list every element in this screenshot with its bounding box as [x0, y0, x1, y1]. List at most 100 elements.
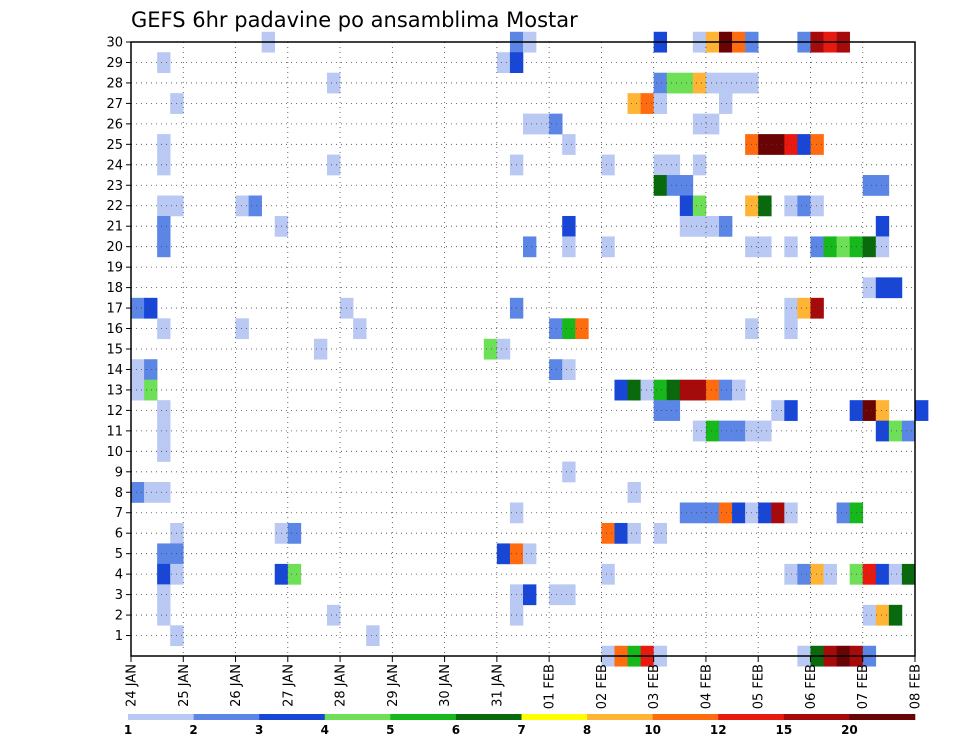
- precip-cell: [771, 502, 785, 524]
- colorbar-swatch: [587, 714, 653, 720]
- precip-cell: [810, 236, 824, 258]
- precip-cell: [732, 502, 746, 524]
- precip-cell: [692, 379, 707, 401]
- precip-cell: [719, 502, 733, 524]
- precip-cell: [692, 502, 707, 524]
- y-tick-label: 1: [115, 629, 123, 644]
- colorbar-swatch: [849, 714, 916, 720]
- precip-cell: [157, 420, 171, 442]
- precip-cell: [666, 400, 681, 421]
- colorbar-swatch: [455, 714, 522, 720]
- y-tick-label: 24: [106, 158, 123, 173]
- y-tick-label: 3: [115, 588, 123, 603]
- colorbar-label: 8: [583, 723, 591, 737]
- precip-cell: [549, 359, 563, 380]
- x-tick-label: 02 FEB: [595, 664, 610, 709]
- precip-cell: [653, 154, 668, 176]
- precip-cell: [836, 236, 850, 258]
- precip-cell: [810, 195, 824, 217]
- y-tick-label: 10: [106, 445, 123, 460]
- y-tick-label: 19: [106, 261, 123, 276]
- colorbar-label: 20: [841, 723, 858, 737]
- precip-cell: [888, 420, 903, 442]
- precip-cell: [862, 604, 877, 626]
- colorbar-label: 12: [710, 723, 727, 737]
- precip-cell: [888, 563, 903, 585]
- precip-cell: [353, 318, 367, 340]
- y-tick-label: 20: [106, 240, 123, 255]
- precip-cell: [601, 563, 615, 585]
- precip-cell: [692, 113, 707, 135]
- y-tick-label: 9: [115, 465, 123, 480]
- precip-cell: [523, 543, 537, 565]
- precip-cell: [640, 379, 654, 401]
- precip-cell: [705, 502, 720, 524]
- precip-cell: [810, 134, 824, 155]
- precip-cell: [692, 72, 707, 94]
- x-tick-label: 24 JAN: [125, 664, 140, 707]
- colorbar-label: 4: [321, 723, 329, 737]
- precip-cell: [523, 584, 537, 606]
- precip-cell: [157, 441, 171, 462]
- precip-cell: [627, 482, 641, 503]
- colorbar-legend: 1 2 3 4 5 6 7 8 10 12 15 20: [124, 714, 916, 737]
- precip-cell: [327, 604, 341, 626]
- precip-cell: [862, 563, 877, 585]
- precip-cell: [705, 215, 720, 237]
- x-tick-label: 07 FEB: [856, 664, 871, 709]
- precip-cell: [758, 236, 772, 258]
- precip-cell: [875, 400, 890, 421]
- precip-cell: [562, 461, 576, 483]
- precip-cell: [719, 72, 733, 94]
- precip-cell: [144, 359, 158, 380]
- precip-cell: [862, 277, 877, 299]
- precip-cell: [562, 215, 576, 237]
- precip-cell: [157, 134, 171, 155]
- y-tick-label: 16: [106, 322, 123, 337]
- precip-cell: [692, 195, 707, 217]
- precip-cell: [496, 52, 511, 73]
- precip-cell: [705, 72, 720, 94]
- precip-cell: [235, 195, 249, 217]
- precip-cell: [732, 379, 746, 401]
- precip-cell: [313, 338, 328, 360]
- precip-cell: [653, 522, 668, 544]
- precip-cell: [797, 195, 811, 217]
- precip-cell: [366, 625, 380, 647]
- chart-title: GEFS 6hr padavine po ansamblima Mostar: [131, 8, 578, 32]
- colorbar-swatch: [718, 714, 785, 720]
- precip-cell: [653, 400, 668, 421]
- precip-cell: [666, 72, 681, 94]
- precip-cell: [862, 175, 877, 196]
- precip-cell: [666, 175, 681, 196]
- precip-cell: [131, 379, 145, 401]
- y-tick-label: 15: [106, 343, 123, 358]
- precip-cell: [719, 420, 733, 442]
- precip-cell: [601, 236, 615, 258]
- precip-cell: [758, 134, 772, 155]
- precip-cell: [157, 584, 171, 606]
- y-tick-label: 18: [106, 281, 123, 296]
- precip-cell: [862, 236, 877, 258]
- x-axis: 24 JAN 25 JAN 26 JAN 27 JAN 28 JAN 29 JAN 30 J…: [125, 656, 924, 709]
- precip-cell: [666, 154, 681, 176]
- precip-cell: [810, 563, 824, 585]
- precip-cell: [692, 215, 707, 237]
- precip-cell: [719, 215, 733, 237]
- precip-cell: [719, 93, 733, 114]
- precip-cell: [157, 604, 171, 626]
- y-axis: 1234567891011121314151617181920212223242…: [106, 36, 131, 644]
- precip-cell: [327, 72, 341, 94]
- precip-cell: [653, 72, 668, 94]
- precip-cell: [875, 420, 890, 442]
- precip-cell: [523, 236, 537, 258]
- precip-cell: [810, 297, 824, 319]
- precip-cell: [627, 522, 641, 544]
- y-tick-label: 2: [115, 609, 123, 624]
- precip-cell: [771, 400, 785, 421]
- precip-cell: [601, 522, 615, 544]
- precip-cell: [248, 195, 262, 217]
- y-tick-label: 29: [106, 56, 123, 71]
- y-tick-label: 5: [115, 547, 123, 562]
